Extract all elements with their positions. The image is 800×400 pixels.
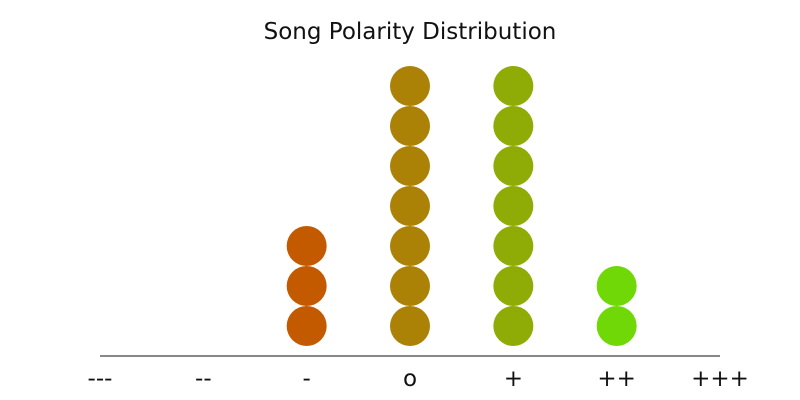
chart-title: Song Polarity Distribution bbox=[264, 19, 557, 45]
dot-columns bbox=[286, 66, 637, 346]
x-tick-label: + bbox=[504, 366, 523, 392]
dot-point bbox=[286, 266, 327, 306]
x-tick-label: -- bbox=[195, 366, 212, 392]
dot-point bbox=[390, 306, 430, 346]
dot-point bbox=[493, 146, 534, 186]
x-tick-label: --- bbox=[88, 366, 113, 392]
dot-point bbox=[390, 106, 430, 146]
dot-point bbox=[390, 186, 430, 226]
dot-point bbox=[493, 266, 534, 306]
dot-point bbox=[493, 106, 534, 146]
dot-point bbox=[286, 306, 327, 346]
dot-point bbox=[596, 266, 637, 306]
dot-point bbox=[390, 146, 430, 186]
x-tick-label: - bbox=[303, 366, 311, 392]
dot-point bbox=[390, 66, 430, 106]
x-tick-label: +++ bbox=[691, 366, 749, 392]
dot-point bbox=[493, 306, 534, 346]
dot-point bbox=[493, 186, 534, 226]
dot-point bbox=[390, 266, 430, 306]
dot-point bbox=[493, 66, 534, 106]
x-tick-label: o bbox=[403, 366, 417, 392]
x-tick-label: ++ bbox=[597, 366, 636, 392]
dot-point bbox=[596, 306, 637, 346]
x-axis-tick-labels: --- -- - o + ++ +++ bbox=[88, 366, 749, 392]
dot-point bbox=[390, 226, 430, 266]
dot-point bbox=[493, 226, 534, 266]
dot-point bbox=[286, 226, 327, 266]
